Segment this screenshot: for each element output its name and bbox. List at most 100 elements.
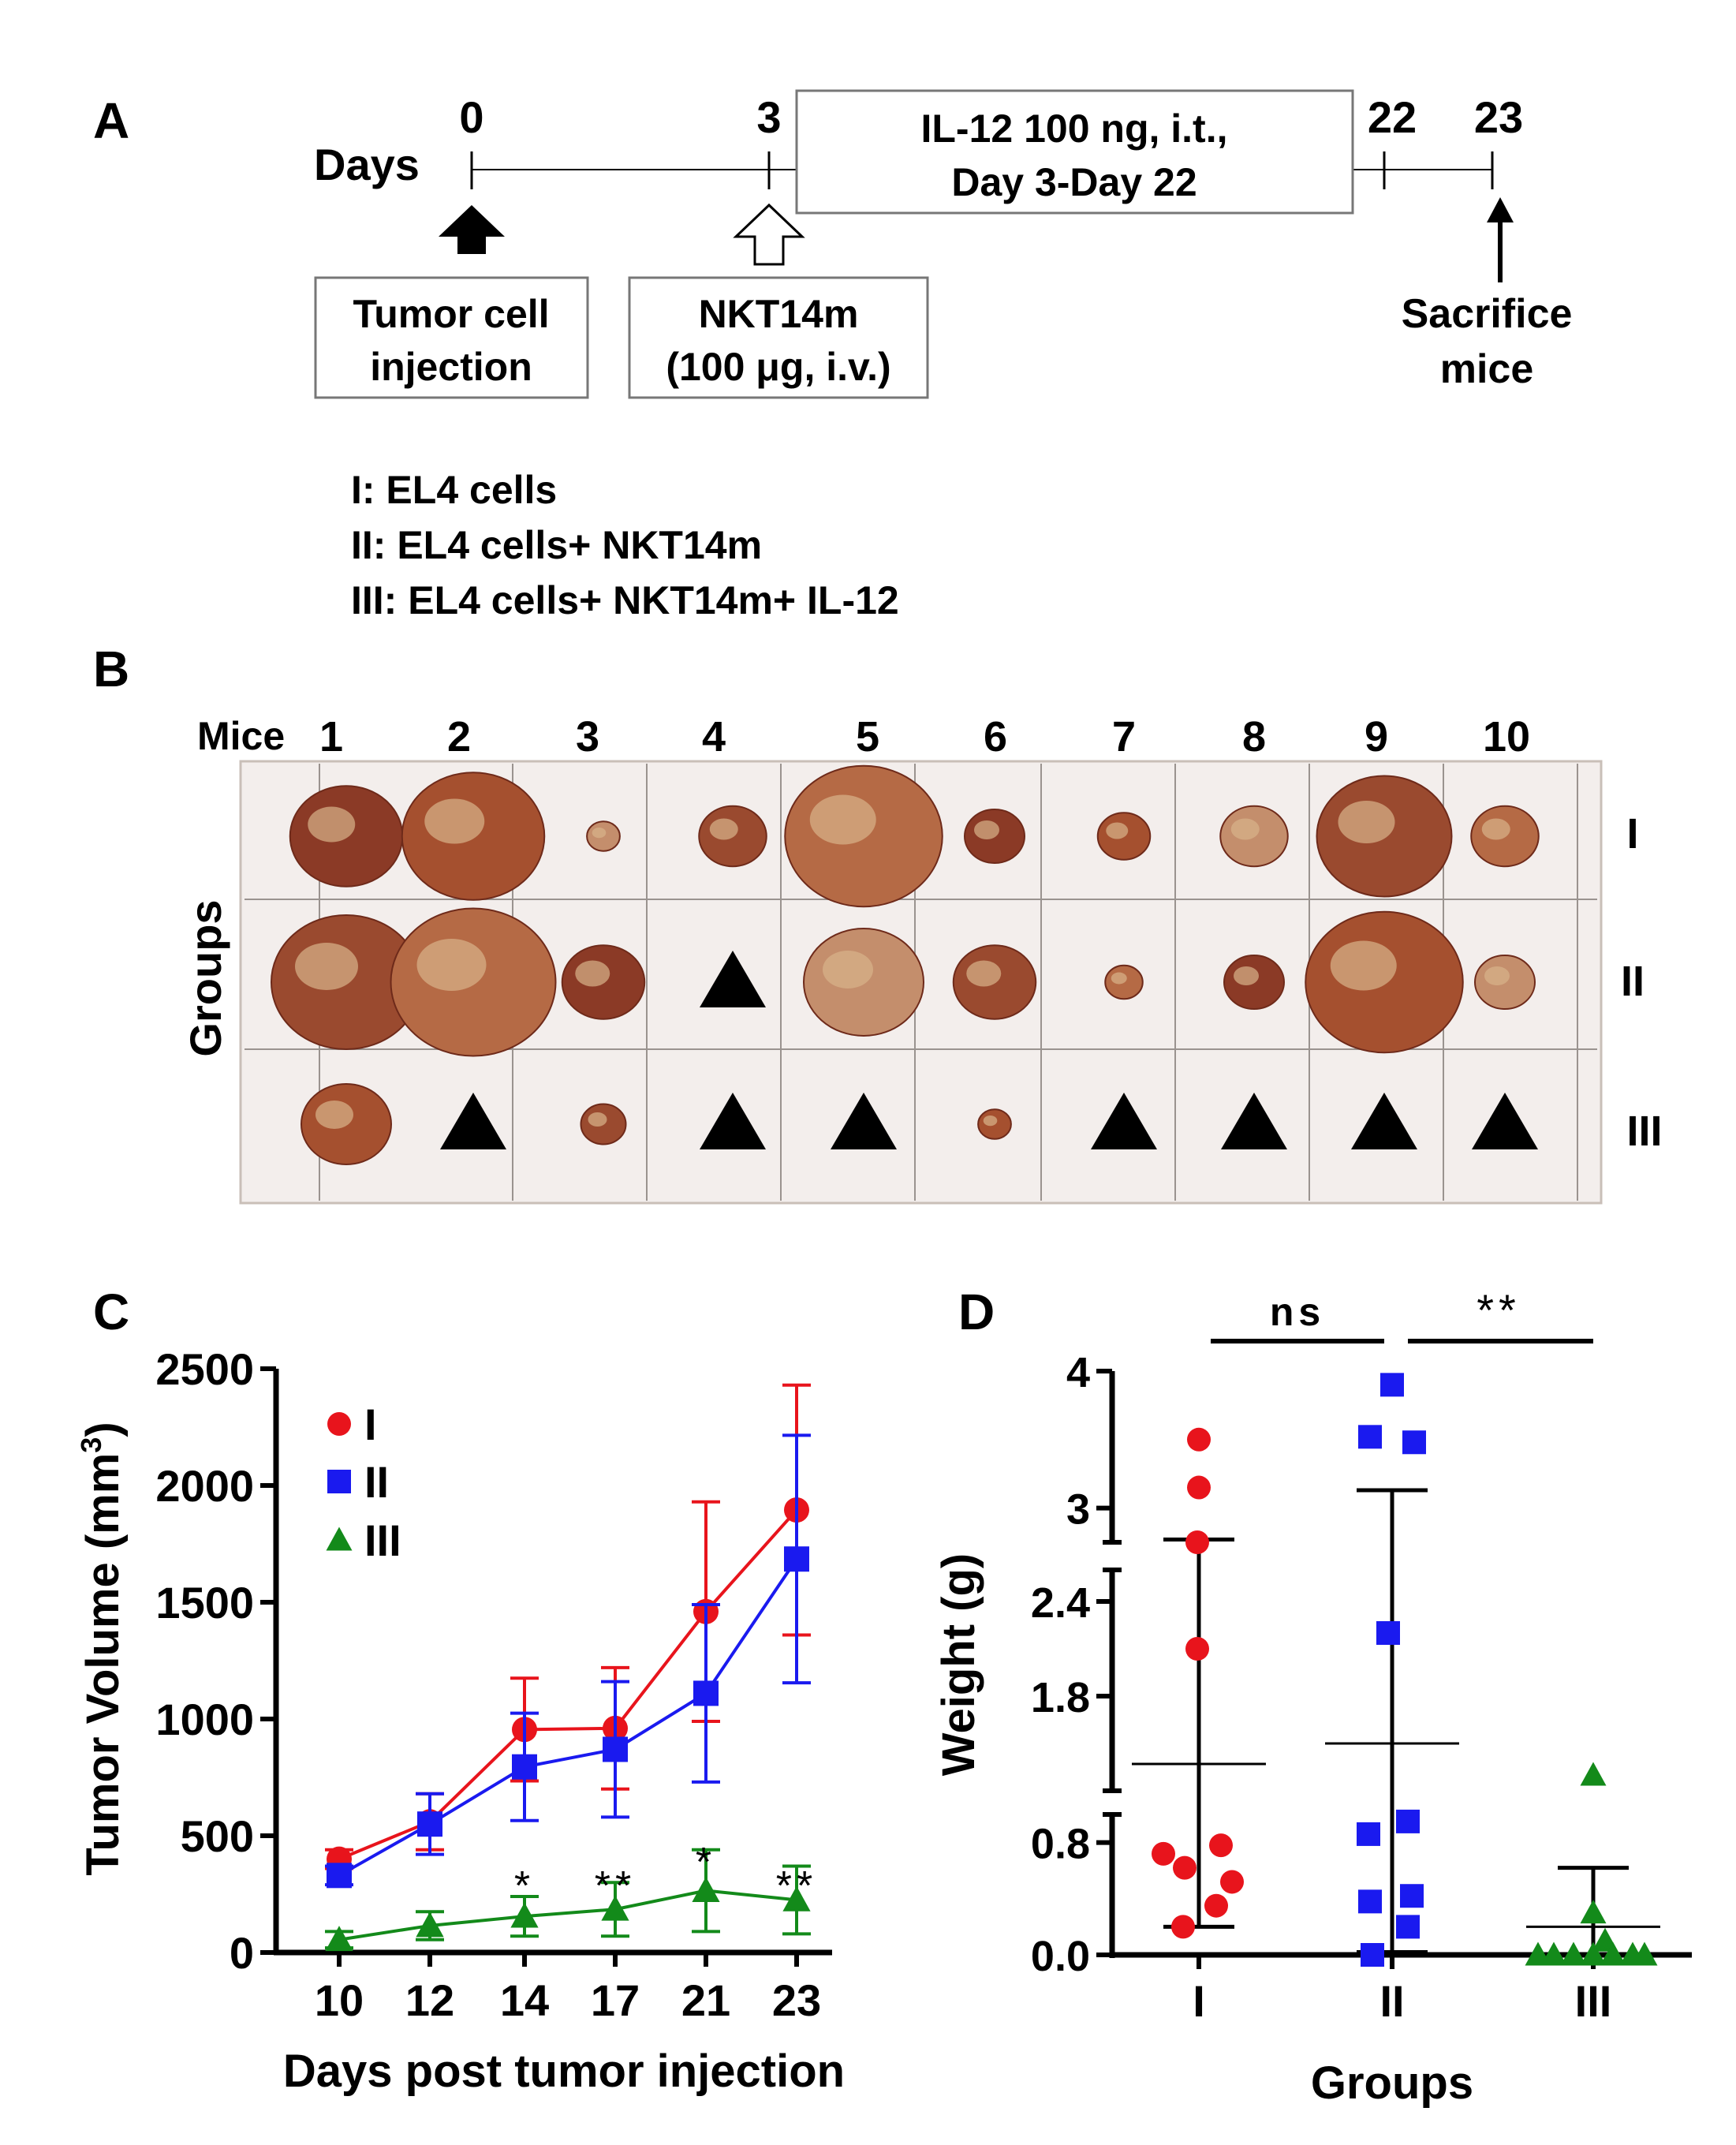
tumor-highlight-I-2 [424, 798, 485, 844]
absent-tumor-marker-III-10 [1472, 1093, 1538, 1149]
chart-c-ytick-label-1000: 1000 [155, 1695, 254, 1744]
series-line-III [338, 1889, 797, 1941]
tumor-highlight-I-7 [1106, 822, 1129, 839]
group-legend-ii: II: EL4 cells+ NKT14m [351, 523, 762, 567]
mouse-label-10: 10 [1483, 713, 1530, 760]
point-II-6 [1357, 1822, 1380, 1846]
point-III-21 [692, 1876, 720, 1902]
point-I-5 [1209, 1833, 1233, 1858]
day-0-label: 0 [459, 92, 483, 142]
point-III-10 [325, 1926, 353, 1952]
point-II-10 [327, 1863, 352, 1889]
chart-c-xtick-label-12: 12 [405, 1975, 454, 2025]
chart-d-ytick-label-0.0: 0.0 [1031, 1933, 1090, 1980]
chart-c-xtick-label-14: 14 [500, 1975, 549, 2025]
chart-c-xtick-label-21: 21 [681, 1975, 730, 2025]
ylabel-c-close: ) [77, 1422, 129, 1437]
tumor-highlight-II-9 [1330, 940, 1397, 991]
tumor-cells [271, 764, 1540, 1165]
legend-label-I: I [364, 1399, 377, 1449]
mouse-label-9: 9 [1365, 713, 1388, 760]
sacrifice-line-2: mice [1440, 346, 1534, 392]
legend-marker-II [327, 1470, 351, 1493]
chart-c-axes: 0 500 1000 1500 2000 2500 10 12 14 17 21 23 [155, 1344, 832, 2025]
point-II-1 [1380, 1373, 1404, 1397]
panel-a: A Days 0 3 22 23 IL-12 100 ng, i.t., Day… [93, 89, 1573, 622]
row-label-iii: III [1626, 1108, 1662, 1155]
point-I-6 [1152, 1841, 1175, 1866]
point-III-7 [1600, 1941, 1626, 1966]
nkt-injection-box [628, 276, 929, 399]
chart-d-xtick-label-I: I [1193, 1976, 1205, 2026]
chart-d-xtick-label-III: III [1575, 1976, 1612, 2026]
point-III-5 [1560, 1941, 1587, 1966]
il12-treatment-box [795, 89, 1354, 215]
chart-c-ytick-label-0: 0 [230, 1928, 254, 1978]
nkt-injection-arrow [733, 203, 805, 266]
point-II-14 [512, 1754, 537, 1780]
chart-d-ylabel: Weight (g) [933, 1553, 984, 1776]
sacrifice-arrow-head [1487, 197, 1514, 222]
mouse-label-8: 8 [1242, 713, 1266, 760]
tumor-highlight-III-6 [983, 1115, 998, 1127]
day-22-label: 22 [1368, 92, 1417, 142]
comparison-label-II-III: ** [1477, 1285, 1521, 1335]
absent-tumor-marker-III-2 [440, 1093, 506, 1149]
series-line-II [338, 1558, 798, 1878]
panel-a-label: A [93, 92, 129, 149]
tumor-injection-arrow [439, 205, 505, 254]
day-3-label: 3 [756, 92, 781, 142]
point-II-5 [1396, 1809, 1420, 1833]
tumor-highlight-I-1 [308, 806, 356, 843]
point-III-6 [1580, 1941, 1607, 1966]
chart-d-ytick-label-1.8: 1.8 [1031, 1674, 1090, 1721]
chart-d-ytick-label-0.8: 0.8 [1031, 1821, 1090, 1868]
legend-label-II: II [364, 1457, 389, 1507]
tumor-highlight-I-3 [592, 828, 607, 839]
significance-21: * [696, 1840, 716, 1885]
point-I-8 [1220, 1870, 1244, 1894]
chart-c-xlabel: Days post tumor injection [283, 2046, 845, 2097]
chart-d-points: ns ** [1132, 1285, 1660, 1967]
point-III-9 [1631, 1941, 1658, 1966]
tumor-highlight-I-6 [974, 820, 999, 839]
mouse-label-3: 3 [576, 713, 599, 760]
chart-d-ytick-label-2.4: 2.4 [1031, 1579, 1090, 1627]
row-label-i: I [1626, 810, 1638, 858]
chart-d-xtick-label-II: II [1379, 1976, 1404, 2026]
point-II-3 [1402, 1430, 1426, 1455]
tumor-highlight-I-9 [1338, 801, 1395, 843]
point-II-12 [417, 1811, 442, 1837]
chart-c-xtick-label-23: 23 [772, 1975, 821, 2025]
tumor-highlight-I-8 [1230, 818, 1260, 840]
groups-axis-label: Groups [181, 899, 230, 1056]
chart-c-ylabel: Tumor Volume (mm3) [75, 1422, 129, 1875]
point-II-8 [1358, 1889, 1382, 1914]
comparison-label-I-II: ns [1270, 1290, 1325, 1334]
mouse-number-labels: 1 2 3 4 5 6 7 8 9 10 [319, 713, 1530, 760]
chart-d-ytick-label-4: 4 [1066, 1349, 1090, 1396]
point-II-17 [603, 1736, 628, 1762]
tumor-highlight-II-6 [966, 960, 1002, 987]
chart-c-xtick-label-17: 17 [591, 1975, 640, 2025]
tumor-highlight-I-10 [1481, 818, 1510, 840]
legend-marker-III [326, 1527, 353, 1551]
panel-d-label: D [958, 1284, 995, 1340]
chart-d-xlabel: Groups [1311, 2057, 1473, 2109]
absent-tumor-marker-III-5 [831, 1093, 897, 1149]
tumor-highlight-III-1 [315, 1101, 353, 1129]
point-III-23 [782, 1885, 811, 1911]
chart-d-ytick-label-3: 3 [1066, 1486, 1090, 1534]
point-III-12 [416, 1911, 444, 1938]
il12-box-line-2: Day 3-Day 22 [951, 160, 1197, 204]
point-II-9 [1396, 1915, 1420, 1939]
significance-23: ** [776, 1863, 817, 1909]
point-III-17 [601, 1895, 629, 1921]
point-II-2 [1358, 1425, 1382, 1449]
panel-b-label: B [93, 641, 129, 697]
absent-tumor-marker-III-4 [700, 1093, 766, 1149]
point-I-10 [1171, 1915, 1195, 1939]
tumor-highlight-II-2 [416, 939, 487, 991]
mice-label: Mice [197, 714, 285, 758]
sacrifice-line-1: Sacrifice [1402, 291, 1573, 337]
